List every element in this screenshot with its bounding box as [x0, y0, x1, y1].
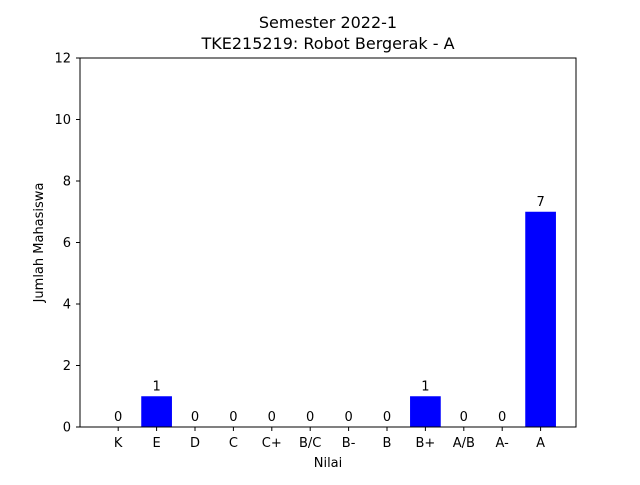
data-label-C+: 0	[268, 410, 276, 425]
x-tick-label: B/C	[299, 436, 321, 451]
data-label-K: 0	[114, 410, 122, 425]
y-tick-label: 4	[63, 298, 71, 313]
x-tick-label: B+	[415, 436, 435, 451]
data-label-A-: 0	[498, 410, 506, 425]
bars-group	[141, 211, 556, 427]
y-tick-label: 8	[63, 175, 71, 190]
x-tick-label: D	[190, 436, 200, 451]
plot-frame	[79, 57, 577, 428]
data-label-B: 0	[383, 410, 391, 425]
data-label-B/C: 0	[306, 410, 314, 425]
bar-A	[525, 211, 556, 427]
y-tick-label: 6	[63, 236, 71, 251]
x-tick-label: A-	[496, 436, 510, 451]
data-label-C: 0	[229, 410, 237, 425]
y-axis-ticks: 0 2 4 6 8 10 12	[54, 52, 80, 436]
x-tick-label: C	[229, 436, 238, 451]
data-label-B-: 0	[344, 410, 352, 425]
chart-subtitle: TKE215219: Robot Bergerak - A	[200, 34, 454, 53]
x-axis-ticks: K E D C C+ B/C B- B B+ A/B A- A	[114, 427, 545, 451]
y-tick-label: 2	[63, 359, 71, 374]
data-label-A/B: 0	[460, 410, 468, 425]
data-label-D: 0	[191, 410, 199, 425]
data-label-A: 7	[536, 195, 544, 210]
x-tick-label: B-	[342, 436, 356, 451]
x-tick-label: A	[536, 436, 545, 451]
y-axis-label: Jumlah Mahasiswa	[32, 183, 47, 304]
x-tick-label: K	[114, 436, 123, 451]
data-labels-group: 0 1 0 0 0 0 0 0 1 0 0 7	[114, 195, 545, 425]
data-label-B+: 1	[421, 379, 429, 394]
y-tick-label: 0	[63, 421, 71, 436]
chart-title: Semester 2022-1	[259, 13, 397, 32]
y-tick-label: 12	[54, 52, 71, 67]
y-tick-label: 10	[54, 113, 71, 128]
bar-B+	[410, 396, 441, 427]
x-tick-label: A/B	[453, 436, 475, 451]
x-tick-label: E	[152, 436, 160, 451]
x-axis-label: Nilai	[314, 456, 343, 471]
data-label-E: 1	[152, 379, 160, 394]
x-tick-label: C+	[262, 436, 282, 451]
x-tick-label: B	[383, 436, 392, 451]
bar-E	[141, 396, 172, 427]
